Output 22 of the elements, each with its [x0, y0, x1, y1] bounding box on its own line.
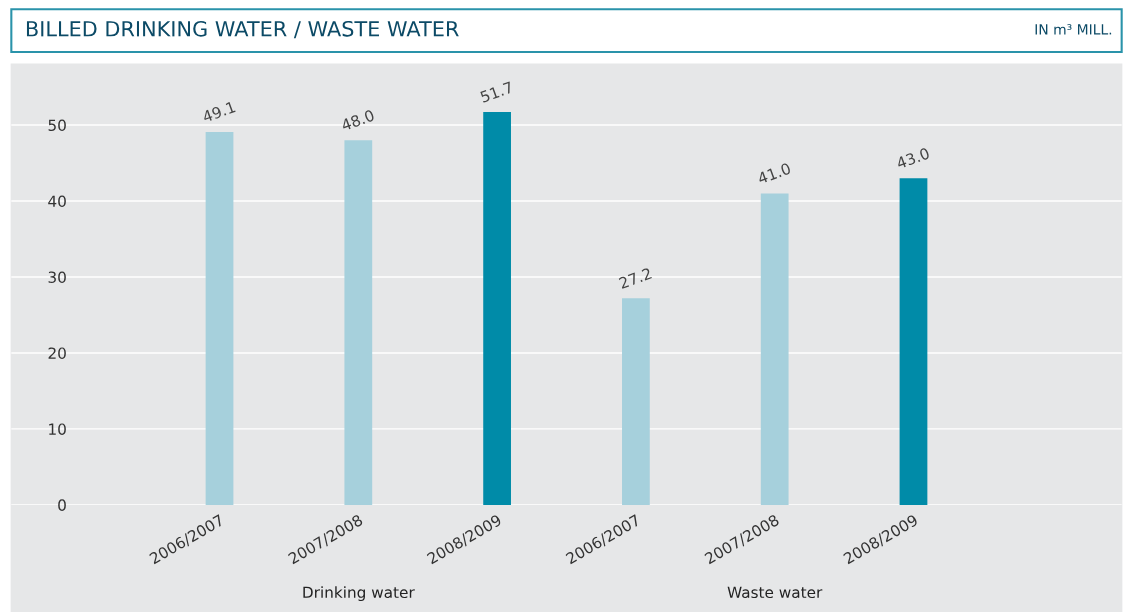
- bar: [344, 140, 373, 505]
- data-label: 49.1: [201, 101, 236, 123]
- data-label: 48.0: [340, 109, 375, 132]
- text: IN m³ MILL.: [1035, 24, 1112, 35]
- y-tick-label: 10: [49, 423, 66, 435]
- data-label: 43.0: [895, 147, 931, 170]
- data-label: 41.0: [756, 162, 792, 185]
- bar: [899, 178, 928, 505]
- chart-title: BILLED DRINKING WATER / WASTE WATER: [26, 20, 459, 39]
- data-label: 27.2: [618, 267, 652, 289]
- data-label: 51.7: [479, 81, 514, 103]
- y-tick-label: 30: [48, 271, 66, 283]
- bar: [760, 193, 789, 505]
- y-tick-label: 40: [48, 195, 66, 208]
- y-tick-label: 0: [58, 499, 66, 511]
- bar: [483, 112, 511, 505]
- text: Drinking water: [303, 586, 415, 602]
- y-tick-label: 50: [48, 119, 66, 132]
- bar: [622, 298, 650, 505]
- text: Waste water: [727, 586, 823, 599]
- bar: [205, 131, 234, 505]
- y-tick-label: 20: [48, 347, 66, 359]
